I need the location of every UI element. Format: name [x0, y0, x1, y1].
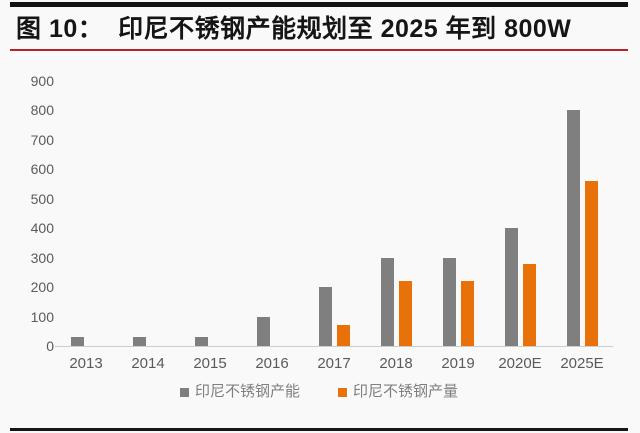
bar-pair: [318, 81, 350, 346]
印尼不锈钢产能-bar: [194, 337, 208, 346]
bar-pair: [566, 81, 598, 346]
bar-group: 2013: [55, 81, 117, 372]
bar-pair: [70, 81, 102, 346]
legend-swatch-icon: [338, 387, 347, 397]
bar-group: 2025E: [551, 81, 613, 372]
bar-pair: [442, 81, 474, 346]
x-axis-label: 2014: [131, 355, 165, 372]
bottom-divider: [10, 428, 628, 431]
y-axis-tick: 0: [46, 338, 54, 354]
印尼不锈钢产量-bar: [584, 181, 598, 346]
印尼不锈钢产能-bar: [256, 317, 270, 346]
chart-legend: 印尼不锈钢产能 印尼不锈钢产量: [10, 383, 628, 401]
bar-group: 2017: [303, 81, 365, 372]
legend-item: 印尼不锈钢产能: [179, 383, 300, 401]
plot-area: 2013 2014 2015 2016 2017 2018 2019 2020E 2025E: [55, 81, 613, 372]
bar-pair: [194, 81, 226, 346]
legend-swatch-icon: [179, 387, 189, 397]
bar-group: 2020E: [489, 81, 551, 372]
y-axis-tick: 700: [30, 131, 54, 148]
印尼不锈钢产能-bar: [504, 228, 518, 346]
x-axis-label: 2013: [69, 355, 103, 372]
印尼不锈钢产量-bar: [460, 281, 474, 346]
x-axis-label: 2015: [193, 355, 227, 372]
top-divider: [10, 2, 628, 7]
x-axis-label: 2019: [441, 355, 475, 372]
bar-chart: 0 100 200 300 400 500 600 700 800 900 2013 2014 201…: [10, 73, 628, 381]
bar-group: 2014: [117, 81, 179, 372]
bar-group: 2018: [365, 81, 427, 372]
印尼不锈钢产量-bar: [336, 325, 350, 346]
bar-group: 2016: [241, 81, 303, 372]
bar-pair: [504, 81, 536, 346]
印尼不锈钢产量-bar: [522, 264, 536, 346]
印尼不锈钢产能-bar: [318, 287, 332, 346]
bar-pair: [132, 81, 164, 346]
legend-item: 印尼不锈钢产量: [338, 383, 458, 401]
bar-pair: [256, 81, 288, 346]
印尼不锈钢产能-bar: [380, 258, 394, 346]
印尼不锈钢产能-bar: [132, 337, 146, 346]
y-axis-tick: 300: [30, 249, 54, 266]
legend-label: 印尼不锈钢产量: [353, 383, 459, 400]
x-axis-label: 2017: [317, 355, 351, 372]
legend-label: 印尼不锈钢产能: [194, 383, 300, 400]
figure-title: 图 10： 印尼不锈钢产能规划至 2025 年到 800W: [16, 15, 572, 43]
bar-group: 2019: [427, 81, 489, 372]
印尼不锈钢产量-bar: [398, 281, 412, 346]
印尼不锈钢产能-bar: [566, 110, 580, 346]
y-axis-tick: 400: [30, 220, 54, 237]
x-axis-label: 2020E: [498, 355, 542, 372]
印尼不锈钢产能-bar: [70, 337, 84, 346]
印尼不锈钢产能-bar: [442, 258, 456, 346]
bar-pair: [380, 81, 412, 346]
x-axis-label: 2016: [255, 355, 289, 372]
y-axis-tick: 100: [30, 308, 54, 325]
y-axis-tick: 500: [30, 190, 54, 207]
bar-group: 2015: [179, 81, 241, 372]
y-axis-tick: 200: [30, 279, 54, 296]
y-axis: 0 100 200 300 400 500 600 700 800 900: [10, 73, 54, 354]
y-axis-tick: 800: [30, 102, 54, 119]
x-axis-label: 2025E: [560, 355, 604, 372]
title-underline: [10, 49, 628, 51]
y-axis-tick: 600: [30, 161, 54, 178]
x-axis-label: 2018: [379, 355, 413, 372]
y-axis-tick: 900: [30, 73, 54, 89]
x-axis-line: [55, 346, 613, 347]
